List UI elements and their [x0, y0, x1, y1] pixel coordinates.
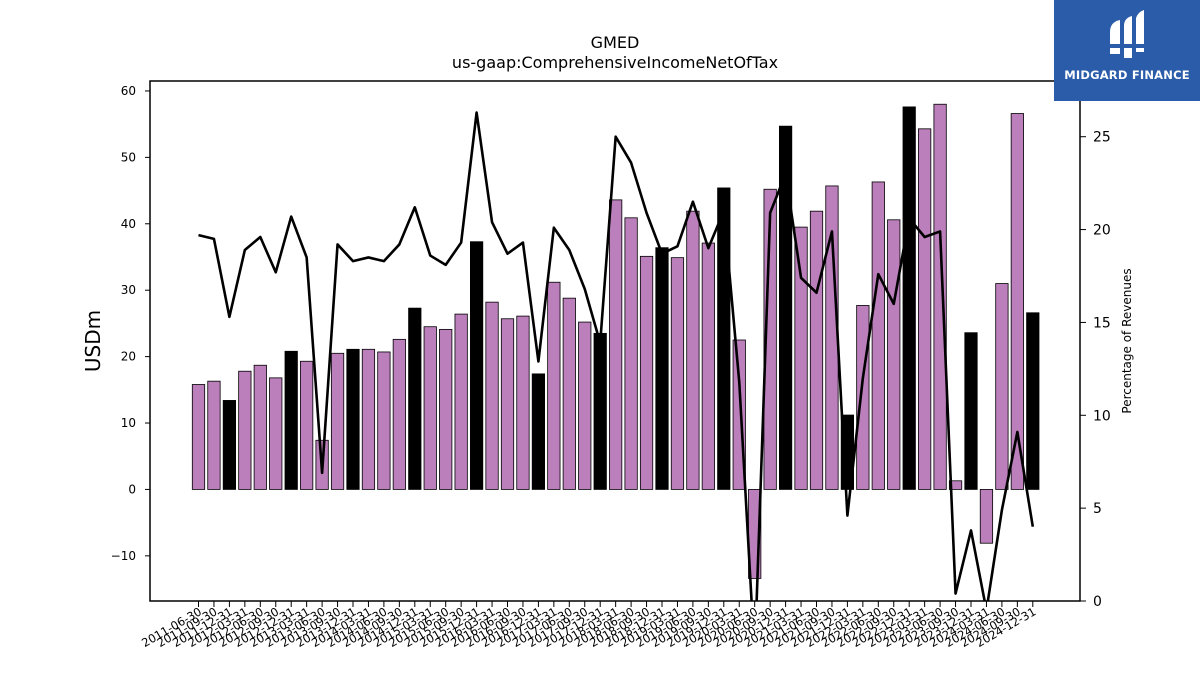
y-tick-label: 30	[121, 283, 136, 297]
y-tick-label: 0	[128, 482, 136, 496]
bar	[1010, 113, 1024, 490]
y-tick-label: 10	[121, 416, 136, 430]
bar	[439, 328, 453, 490]
bar	[361, 348, 376, 490]
bar	[779, 125, 793, 490]
brand-name: MIDGARD FINANCE	[1064, 68, 1190, 82]
bar	[485, 301, 499, 490]
y2-tick-label: 15	[1093, 315, 1111, 331]
y2-tick-label: 5	[1093, 501, 1102, 517]
bar-group	[191, 103, 1040, 579]
bar	[701, 242, 715, 490]
bar	[948, 480, 963, 490]
bar	[531, 373, 546, 490]
y2-axis-label: Percentage of Revenues	[1120, 268, 1134, 413]
bar	[609, 199, 623, 490]
brand-logo: MIDGARD FINANCE	[1054, 0, 1200, 101]
y-tick-label: 40	[121, 217, 136, 231]
bar	[686, 210, 700, 490]
y-axis-label: USDm	[81, 310, 105, 372]
bar	[547, 281, 561, 490]
bar	[330, 352, 345, 490]
y-tick-label: 20	[121, 350, 136, 364]
bar	[979, 489, 994, 544]
line-group	[198, 111, 1035, 601]
bar	[995, 283, 1009, 490]
bar	[222, 400, 236, 490]
bar	[871, 181, 885, 490]
bar	[392, 338, 406, 490]
chart-subtitle: us-gaap:ComprehensiveIncomeNetOfTax	[452, 53, 778, 72]
bar	[346, 348, 360, 490]
y2-tick-label: 0	[1093, 594, 1102, 610]
bar	[639, 255, 654, 490]
bar	[593, 332, 607, 490]
bar	[964, 332, 978, 490]
bar	[856, 305, 870, 490]
y2-tick-label: 10	[1093, 408, 1111, 424]
bar	[902, 106, 916, 490]
bar	[423, 326, 437, 490]
bar	[454, 313, 468, 490]
bar	[763, 188, 777, 490]
bar	[253, 364, 267, 490]
bar	[624, 217, 638, 490]
bar	[918, 128, 932, 490]
y-tick-label: 50	[121, 150, 136, 164]
y-tick-label: −10	[111, 549, 136, 563]
bar	[207, 380, 221, 490]
bar	[887, 219, 901, 490]
bar	[408, 307, 422, 490]
bar	[578, 321, 592, 490]
bar	[516, 315, 530, 490]
bar	[670, 257, 685, 490]
bar	[191, 384, 206, 490]
y2-axis: 0 5 10 15 20 25	[1080, 130, 1111, 610]
bar	[655, 247, 669, 490]
bar	[284, 350, 298, 490]
bar	[238, 370, 252, 490]
percentage-line	[198, 111, 1035, 601]
y2-tick-label: 25	[1093, 130, 1111, 146]
bar	[809, 210, 824, 490]
bar	[469, 241, 484, 490]
midgard-logo-icon	[1108, 10, 1146, 58]
y2-tick-label: 20	[1093, 223, 1111, 239]
y-axis: −10 0 10 20 30 40 50 60	[111, 84, 150, 563]
bar	[300, 360, 314, 490]
bar	[500, 318, 515, 490]
bar	[562, 297, 576, 490]
bar	[933, 103, 947, 490]
x-axis: 2011-06-302011-09-302011-12-312012-03-31…	[139, 601, 1038, 650]
bar	[1026, 312, 1040, 490]
y-tick-label: 60	[121, 84, 136, 98]
plot-frame	[149, 80, 1081, 602]
bar	[377, 351, 391, 490]
bar	[717, 187, 731, 490]
bar	[794, 226, 808, 490]
bar	[269, 377, 283, 490]
chart-title: GMED	[591, 33, 640, 52]
